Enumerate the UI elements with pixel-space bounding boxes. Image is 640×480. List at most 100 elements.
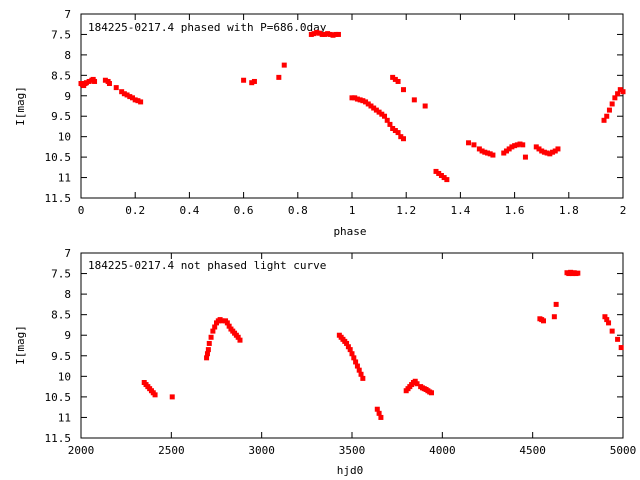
- x-tick-label: 4500: [519, 444, 546, 457]
- x-tick-label: 3500: [339, 444, 366, 457]
- data-point: [374, 406, 380, 412]
- y-tick-label: 7: [64, 247, 71, 260]
- y-tick-label: 7: [64, 8, 71, 21]
- data-point: [433, 168, 439, 174]
- data-point: [390, 74, 396, 80]
- data-points: [78, 29, 626, 183]
- x-tick-label: 1.2: [396, 204, 416, 217]
- data-point: [325, 31, 331, 37]
- data-point: [398, 134, 404, 140]
- data-point: [411, 97, 417, 103]
- data-point: [471, 142, 477, 148]
- data-point: [92, 78, 98, 84]
- data-point: [422, 103, 428, 109]
- y-tick-label: 7.5: [51, 28, 71, 41]
- x-tick-label: 2500: [158, 444, 185, 457]
- x-tick-label: 1.8: [559, 204, 579, 217]
- y-tick-label: 11.5: [45, 432, 72, 445]
- data-point: [482, 149, 488, 155]
- data-point: [132, 97, 138, 103]
- data-point: [541, 149, 547, 155]
- data-point: [378, 414, 384, 420]
- data-point: [602, 314, 608, 320]
- data-point: [119, 89, 125, 95]
- data-point: [276, 74, 282, 80]
- data-point: [335, 31, 341, 37]
- data-point: [344, 340, 350, 346]
- data-point: [308, 31, 314, 37]
- data-point: [349, 351, 355, 357]
- data-point: [555, 146, 561, 152]
- data-point: [226, 323, 232, 329]
- data-point: [428, 390, 434, 396]
- data-point: [205, 347, 211, 353]
- data-point: [506, 146, 512, 152]
- data-point: [533, 144, 539, 150]
- data-point: [314, 29, 320, 35]
- x-tick-label: 0: [78, 204, 85, 217]
- data-point: [376, 410, 382, 416]
- y-tick-label: 9.5: [51, 110, 71, 123]
- data-point: [129, 95, 135, 101]
- y-tick-label: 11: [58, 172, 71, 185]
- data-point: [441, 175, 447, 181]
- data-point: [479, 148, 485, 154]
- y-tick-label: 10.5: [45, 391, 72, 404]
- data-point: [352, 95, 358, 101]
- data-point: [517, 141, 523, 147]
- data-point: [609, 328, 615, 334]
- data-point: [351, 355, 357, 361]
- data-point: [251, 78, 257, 84]
- data-point: [387, 121, 393, 127]
- y-axis-label: I[mag]: [14, 325, 27, 365]
- y-tick-label: 9: [64, 90, 71, 103]
- data-points: [141, 269, 624, 420]
- data-point: [392, 128, 398, 134]
- y-axis-ticks: 7 7.5 8 8.5 9 9.5 10 10.5 11 11.5: [45, 8, 623, 205]
- data-point: [86, 78, 92, 84]
- data-point: [604, 317, 610, 323]
- data-point: [392, 76, 398, 82]
- data-point: [354, 363, 360, 369]
- data-point: [206, 340, 212, 346]
- data-point: [345, 344, 351, 350]
- plot-frame: [80, 252, 624, 439]
- data-point: [204, 355, 210, 361]
- data-point: [249, 80, 255, 86]
- data-point: [612, 95, 618, 101]
- data-point: [400, 87, 406, 93]
- data-point: [210, 328, 216, 334]
- data-point: [360, 375, 366, 381]
- data-point: [379, 111, 385, 117]
- data-point: [384, 117, 390, 123]
- data-point: [400, 136, 406, 142]
- data-point: [487, 151, 493, 157]
- data-point: [536, 146, 542, 152]
- data-point: [414, 381, 420, 387]
- data-point: [124, 92, 130, 98]
- data-point: [501, 150, 507, 156]
- y-tick-label: 8.5: [51, 69, 71, 82]
- data-point: [606, 107, 612, 113]
- chart-title: 184225-0217.4 phased with P=686.0day: [88, 21, 327, 34]
- y-tick-label: 8.5: [51, 309, 71, 322]
- x-tick-label: 2000: [68, 444, 95, 457]
- data-point: [544, 150, 550, 156]
- data-point: [319, 31, 325, 37]
- x-tick-label: 1.6: [505, 204, 525, 217]
- data-point: [311, 31, 317, 37]
- data-point: [113, 85, 119, 91]
- y-tick-label: 7.5: [51, 268, 71, 281]
- y-axis-label: I[mag]: [14, 86, 27, 126]
- data-point: [363, 99, 369, 105]
- data-point: [368, 103, 374, 109]
- x-tick-label: 2: [620, 204, 627, 217]
- data-point: [547, 151, 553, 157]
- data-point: [330, 32, 336, 38]
- data-point: [382, 113, 388, 119]
- data-point: [83, 80, 89, 86]
- y-tick-label: 10: [58, 131, 71, 144]
- data-point: [204, 351, 210, 357]
- data-point: [485, 150, 490, 156]
- data-point: [476, 146, 482, 152]
